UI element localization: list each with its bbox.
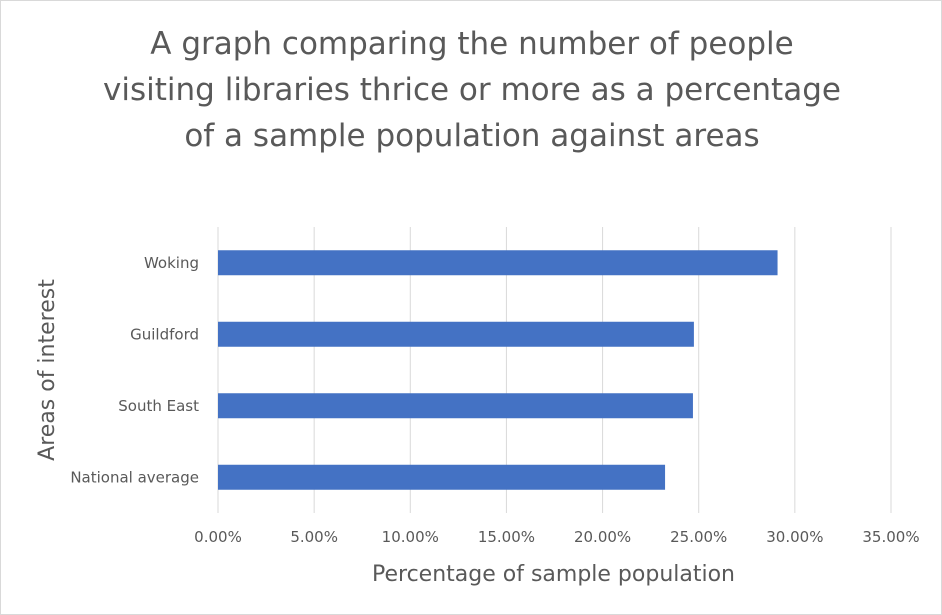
x-tick-label: 0.00% [194,528,242,546]
bar [218,464,666,490]
x-tick-label: 5.00% [290,528,338,546]
x-tick-label: 35.00% [862,528,919,546]
x-tick-label: 15.00% [478,528,535,546]
category-label: Guildford [130,325,199,343]
category-label: South East [118,397,199,415]
chart-title: A graph comparing the number of people v… [103,26,841,154]
bar [218,250,778,276]
x-tick-label: 25.00% [670,528,727,546]
category-labels: Woking Guildford South East National averag… [70,254,199,487]
category-label: Woking [144,254,199,272]
bar [218,393,693,419]
category-label: National average [70,468,199,486]
y-axis-title: Areas of interest [35,279,60,461]
x-tick-label: 20.00% [574,528,631,546]
x-tick-labels: 0.00% 5.00% 10.00% 15.00% 20.00% 25.00% 30.00%… [194,528,919,546]
bar [218,321,694,347]
bars [218,250,778,490]
x-axis-title: Percentage of sample population [372,562,735,587]
x-tick-label: 10.00% [382,528,439,546]
x-tick-label: 30.00% [766,528,823,546]
